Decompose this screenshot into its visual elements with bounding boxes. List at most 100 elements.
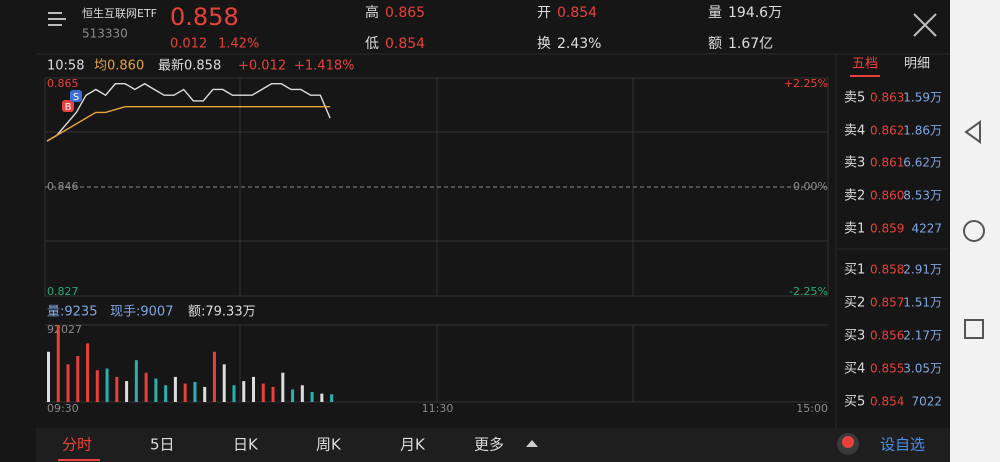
order-volume: 8.53万 [903, 189, 942, 203]
volume-bar [203, 386, 207, 402]
volume-bar [173, 376, 177, 402]
volume-bar [66, 364, 70, 402]
order-price: 0.862 [870, 124, 904, 138]
info-time: 10:58 [47, 59, 84, 74]
stat-label: 开 [537, 5, 551, 21]
nav-bar [950, 0, 1000, 462]
tab-details[interactable]: 明细 [904, 57, 930, 72]
background [0, 0, 950, 462]
volume-bar [291, 389, 295, 402]
order-volume: 1.51万 [903, 296, 942, 310]
volume-bar [144, 372, 148, 402]
trade-marker [70, 90, 82, 102]
volume-bar [232, 385, 236, 402]
order-price: 0.854 [870, 395, 904, 409]
volume-bar [212, 351, 216, 402]
add-watchlist[interactable]: 设自选 [880, 436, 925, 454]
volume-bar [242, 381, 246, 402]
order-volume: 7022 [911, 395, 942, 409]
stat-value: 0.854 [557, 5, 597, 21]
close-button[interactable] [913, 13, 937, 37]
vol-amount: 量:9235 [47, 305, 97, 320]
stat-label: 高 [365, 4, 379, 21]
order-label: 卖2 [844, 189, 865, 204]
order-price: 0.861 [870, 156, 904, 170]
volume-bar [134, 360, 138, 402]
order-label: 买3 [844, 329, 865, 344]
vol-hand: 现手:9007 [110, 305, 173, 320]
volume-bar [271, 386, 275, 402]
info-avg: 均0.860 [94, 59, 144, 74]
menu-icon[interactable] [48, 12, 66, 26]
order-volume: 6.62万 [903, 156, 942, 170]
record-dot [842, 436, 854, 448]
volume-bar [183, 383, 187, 402]
order-volume: 1.59万 [903, 91, 942, 105]
info-change: +0.012 [238, 59, 286, 74]
trade-marker [62, 100, 74, 112]
volume-bar [47, 351, 50, 402]
order-label: 卖1 [844, 222, 865, 237]
volume-bar [261, 383, 265, 402]
order-label: 买4 [844, 362, 865, 377]
order-volume: 1.86万 [903, 124, 942, 138]
stat-value: 0.865 [385, 5, 425, 21]
order-label: 买2 [844, 296, 865, 311]
change: 0.012 [170, 37, 207, 52]
volume-bar [105, 368, 109, 402]
y-tick-label: 92027 [47, 323, 82, 336]
volume-bar [252, 376, 256, 402]
x-tick-label: 09:30 [47, 402, 79, 415]
volume-bar [125, 381, 129, 402]
tab[interactable]: 分时 [62, 436, 92, 454]
volume-bar [164, 385, 168, 402]
tab[interactable]: 月K [400, 436, 426, 454]
volume-bar [95, 370, 99, 402]
tab-five-levels[interactable]: 五档 [852, 57, 878, 72]
stat-label: 低 [365, 36, 379, 52]
x-tick-label: 15:00 [796, 402, 828, 415]
volume-bar [300, 385, 304, 402]
order-volume: 3.05万 [903, 362, 942, 376]
order-price: 0.857 [870, 296, 904, 310]
order-label: 买1 [844, 263, 865, 278]
volume-bar [76, 355, 80, 402]
tab[interactable]: 周K [316, 436, 342, 454]
order-volume: 2.17万 [903, 329, 942, 343]
nav-recent[interactable] [964, 319, 984, 339]
volume-bar [154, 378, 158, 402]
order-price: 0.860 [870, 189, 904, 203]
info-pct: +1.418% [294, 59, 354, 74]
stat-label: 换 [537, 35, 551, 52]
order-volume: 2.91万 [903, 263, 942, 277]
nav-back[interactable] [964, 120, 981, 144]
y-tick-label: 0.865 [47, 77, 79, 90]
order-label: 卖3 [844, 156, 865, 171]
nav-home[interactable] [963, 220, 985, 242]
tab[interactable]: 日K [233, 436, 259, 454]
tab[interactable]: 5日 [150, 436, 175, 454]
price-line [46, 82, 331, 142]
stat-value: 2.43% [557, 36, 601, 52]
y2-tick-label: +2.25% [784, 77, 828, 90]
order-price: 0.855 [870, 362, 904, 376]
y-tick-label: 0.827 [47, 285, 79, 298]
y2-tick-label: 0.00% [793, 180, 828, 193]
stock-code: 513330 [82, 27, 128, 41]
vol-turnover: 额:79.33万 [188, 305, 256, 320]
volume-bar [330, 394, 334, 402]
info-latest: 最新0.858 [158, 58, 221, 74]
volume-bar [193, 381, 197, 402]
price: 0.858 [170, 3, 239, 31]
order-label: 买5 [844, 395, 865, 410]
volume-bar [320, 393, 324, 402]
order-price: 0.863 [870, 91, 904, 105]
volume-bar [56, 325, 60, 402]
tab[interactable]: 更多 [474, 436, 504, 454]
order-price: 0.856 [870, 329, 904, 343]
volume-bar [115, 376, 119, 402]
order-label: 卖4 [844, 124, 865, 139]
volume-bar [310, 391, 314, 402]
stat-value: 1.67亿 [728, 36, 773, 52]
